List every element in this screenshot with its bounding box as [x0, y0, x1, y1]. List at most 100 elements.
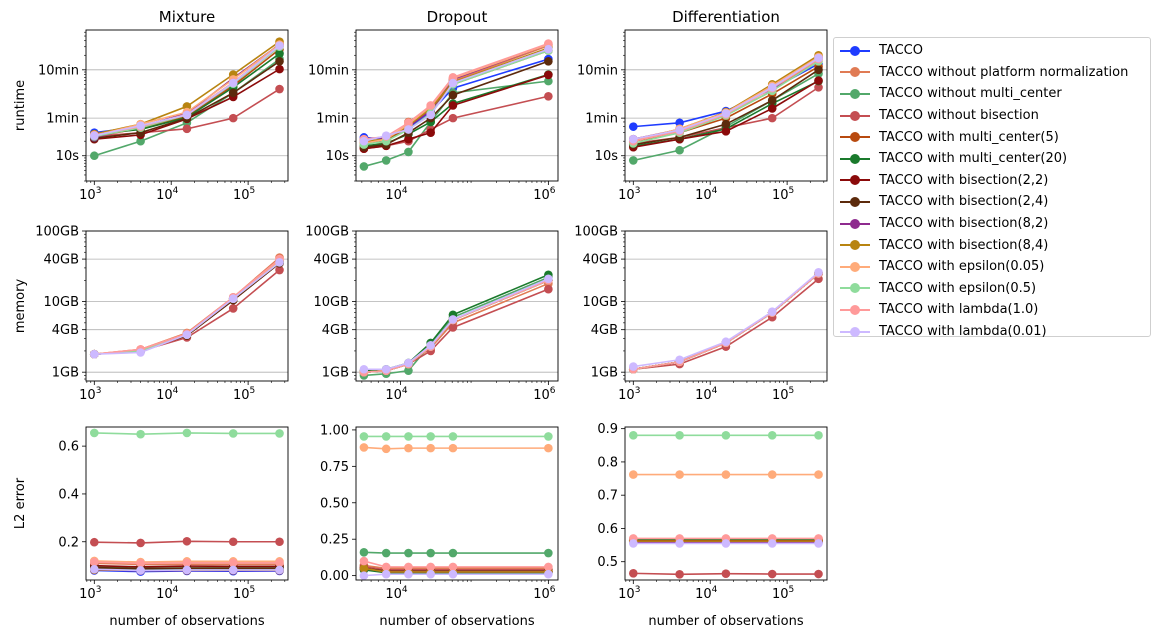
data-point — [426, 548, 435, 558]
series-tacco-without-multi-center — [89, 258, 284, 359]
data-point — [675, 470, 684, 479]
x-tick-label: 105 — [772, 585, 794, 602]
y-tick-label: 4GB — [52, 323, 79, 338]
data-point — [426, 569, 435, 579]
panel-l2-error-differentiation: 0.5 0.6 0.7 0.8 0.9 103 104 105 number of observ… — [597, 422, 828, 629]
series-line — [633, 272, 820, 371]
axes-frame — [624, 230, 828, 382]
data-point — [544, 91, 553, 101]
series-tacco-with-epsilon-0-5- — [628, 431, 823, 440]
panel-memory-mixture: 1GB 4GB 10GB 40GB 100GB 103 104 105 memory — [13, 225, 289, 403]
data-point — [814, 76, 823, 85]
legend-marker — [850, 240, 860, 251]
series-line — [633, 272, 820, 371]
data-point — [628, 362, 638, 371]
x-tick-exponent: 4 — [402, 386, 408, 396]
series-tacco-without-multi-center — [359, 76, 553, 171]
data-point — [228, 113, 238, 123]
data-point — [182, 124, 192, 134]
series-tacco-with-epsilon-0-5- — [628, 269, 823, 374]
x-tick-exponent: 3 — [96, 585, 102, 595]
panel-memory-differentiation: 1GB 4GB 10GB 40GB 100GB 103 104 105 — [574, 225, 828, 403]
legend-item: TACCO with lambda(0.01) — [840, 321, 1150, 343]
series-tacco-with-lambda-0-01- — [628, 53, 823, 144]
series-tacco-with-epsilon-0-05- — [89, 256, 284, 359]
data-point — [381, 364, 391, 374]
x-tick-label: 104 — [385, 186, 408, 203]
y-tick-label: 100GB — [35, 225, 79, 240]
y-tick-label: 4GB — [322, 323, 349, 338]
x-tick-exponent: 4 — [173, 186, 179, 196]
series-tacco-with-lambda-1-0- — [628, 269, 823, 374]
x-tick-label: 104 — [695, 585, 718, 602]
legend-label: TACCO without platform normalization — [879, 64, 1129, 80]
column-title: Differentiation — [672, 8, 780, 26]
data-point — [404, 125, 413, 134]
y-tick-label: 0.6 — [597, 522, 618, 537]
y-tick-label: 40GB — [313, 253, 349, 268]
data-point — [814, 431, 823, 440]
y-tick-label: 1GB — [322, 366, 349, 381]
data-point — [721, 119, 731, 129]
data-point — [426, 443, 435, 453]
legend-swatch — [840, 281, 870, 295]
legend-label: TACCO with bisection(2,4) — [879, 194, 1049, 210]
data-point — [89, 131, 99, 140]
data-point — [448, 315, 458, 324]
axes-frame — [624, 29, 828, 182]
data-point — [381, 432, 391, 441]
x-tick-label: 103 — [79, 386, 101, 403]
legend-swatch — [840, 260, 870, 274]
y-tick-label: 0.75 — [320, 460, 349, 475]
series-tacco — [359, 54, 553, 144]
y-tick-label: 10min — [38, 63, 79, 78]
series-tacco-with-epsilon-0-05- — [628, 269, 823, 374]
series-line — [633, 271, 820, 368]
x-tick-exponent: 6 — [550, 186, 556, 196]
series-tacco-without-bisection — [359, 284, 553, 377]
x-tick-exponent: 6 — [550, 386, 556, 396]
legend-swatch — [840, 325, 870, 339]
data-point — [675, 118, 684, 128]
data-point — [359, 136, 369, 146]
y-tick-label: 1.00 — [320, 423, 349, 438]
y-tick-label: 4GB — [591, 323, 618, 338]
data-point — [275, 49, 284, 58]
series-line — [633, 272, 820, 371]
axes-frame — [85, 29, 289, 182]
y-tick-label: 10s — [56, 149, 80, 164]
data-point — [359, 432, 369, 441]
legend-item: TACCO with bisection(8,2) — [840, 213, 1150, 235]
legend-label: TACCO — [879, 43, 923, 59]
y-tick-label: 1min — [585, 112, 618, 127]
data-point — [228, 304, 238, 313]
data-point — [228, 537, 238, 547]
series-tacco-with-lambda-0-01- — [628, 267, 823, 371]
data-point — [404, 358, 413, 368]
data-point — [448, 101, 458, 110]
legend-marker — [850, 304, 860, 315]
data-point — [359, 564, 369, 573]
x-tick-exponent: 4 — [712, 386, 718, 396]
axes-frame — [355, 29, 559, 182]
series-tacco-without-multi-center — [359, 548, 553, 558]
data-point — [359, 556, 369, 566]
legend-item: TACCO without multi_center — [840, 83, 1150, 105]
legend-item: TACCO with epsilon(0.5) — [840, 278, 1150, 300]
legend-label: TACCO without bisection — [879, 108, 1039, 124]
data-point — [275, 429, 284, 438]
data-point — [544, 44, 553, 54]
series-tacco-with-lambda-1-0- — [359, 556, 553, 572]
series-tacco-with-lambda-0-01- — [359, 274, 553, 374]
series-tacco-with-lambda-0-01- — [89, 564, 284, 575]
data-point — [814, 470, 823, 479]
legend-label: TACCO with bisection(8,2) — [879, 216, 1049, 232]
data-point — [136, 348, 145, 357]
data-point — [675, 125, 684, 135]
x-tick-exponent: 3 — [96, 186, 102, 196]
x-tick-exponent: 5 — [789, 585, 795, 595]
data-point — [89, 537, 99, 547]
data-point — [767, 104, 777, 113]
series-line — [633, 272, 820, 371]
